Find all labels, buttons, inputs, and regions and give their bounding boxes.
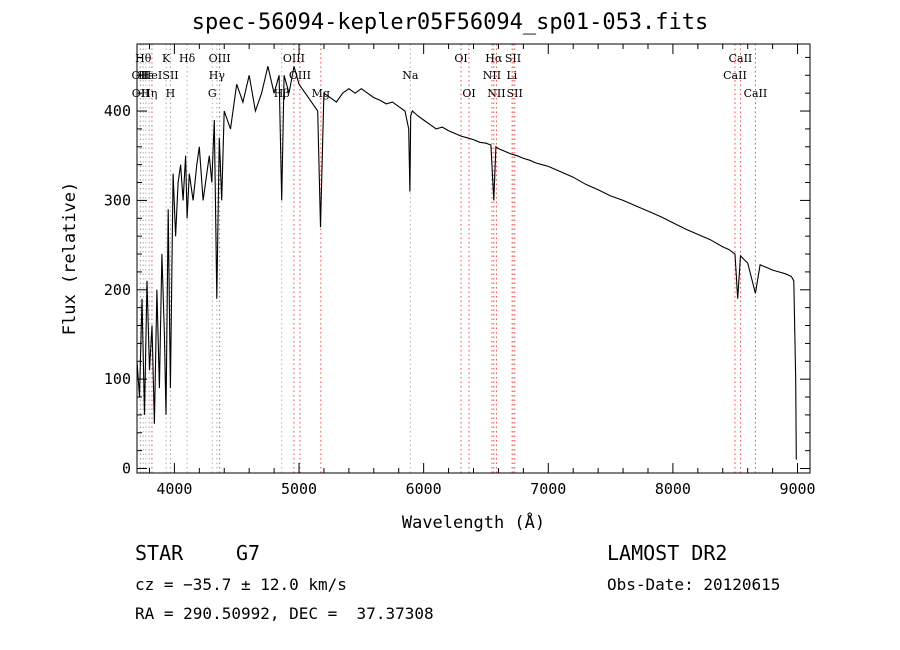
line-label: Hθ <box>135 52 152 65</box>
spectral-line-markers <box>139 44 756 473</box>
line-label: Hα <box>485 52 503 65</box>
y-tick-label: 300 <box>104 191 131 209</box>
x-tick-label: 5000 <box>281 480 317 498</box>
x-axis-ticks: 4000 5000 6000 7000 8000 9000 <box>148 44 816 498</box>
line-label: NII <box>483 69 501 82</box>
line-label: SII <box>507 87 523 100</box>
x-axis-label: Wavelength (Å) <box>402 511 545 533</box>
x-tick-label: 7000 <box>530 480 566 498</box>
line-label: Hβ <box>274 87 290 100</box>
plot-frame <box>136 43 811 474</box>
line-label: CaII <box>744 87 768 100</box>
x-tick-label: 4000 <box>156 480 192 498</box>
x-tick-label: 9000 <box>779 480 815 498</box>
line-label: SII <box>505 52 521 65</box>
redshift-cz: cz = −35.7 ± 12.0 km/s <box>135 575 347 594</box>
y-axis-ticks: 0 100 200 300 400 <box>104 56 810 478</box>
line-label: OI <box>462 87 475 100</box>
line-label: H <box>166 87 176 100</box>
line-label: OII <box>132 87 150 100</box>
line-label: OIII <box>289 69 311 82</box>
line-label: G <box>208 87 217 100</box>
line-label: SII <box>162 69 178 82</box>
line-label: CaII <box>729 52 753 65</box>
line-label: Hγ <box>209 69 226 82</box>
observation-date: Obs-Date: 20120615 <box>607 575 781 594</box>
line-label: OIII <box>283 52 305 65</box>
chart-title: spec-56094-kepler05F56094_sp01-053.fits <box>191 10 709 35</box>
line-label: Na <box>402 69 419 82</box>
y-axis-label: Flux (relative) <box>60 182 80 336</box>
y-tick-label: 200 <box>104 281 131 299</box>
object-subclass: G7 <box>236 541 261 565</box>
line-label: OI <box>454 52 467 65</box>
line-label: HeI <box>142 69 162 82</box>
line-label: OII <box>132 69 150 82</box>
spectrum-line <box>136 66 797 460</box>
x-tick-label: 8000 <box>655 480 691 498</box>
line-label: Hδ <box>179 52 196 65</box>
y-tick-label: 400 <box>104 102 131 120</box>
line-label: Hη <box>141 87 157 100</box>
y-tick-label: 0 <box>122 460 131 478</box>
y-tick-label: 100 <box>104 370 131 388</box>
line-label: Mg <box>312 87 330 100</box>
line-label: OIII <box>209 52 231 65</box>
line-label: K <box>162 52 171 65</box>
line-label: Hε <box>138 69 154 82</box>
object-class: STAR <box>135 541 184 565</box>
line-label: Li <box>506 69 517 82</box>
line-label: CaII <box>723 69 747 82</box>
x-tick-label: 6000 <box>406 480 442 498</box>
line-label: NII <box>487 87 505 100</box>
survey-name: LAMOST DR2 <box>607 541 728 565</box>
coordinates: RA = 290.50992, DEC = 37.37308 <box>135 604 434 623</box>
